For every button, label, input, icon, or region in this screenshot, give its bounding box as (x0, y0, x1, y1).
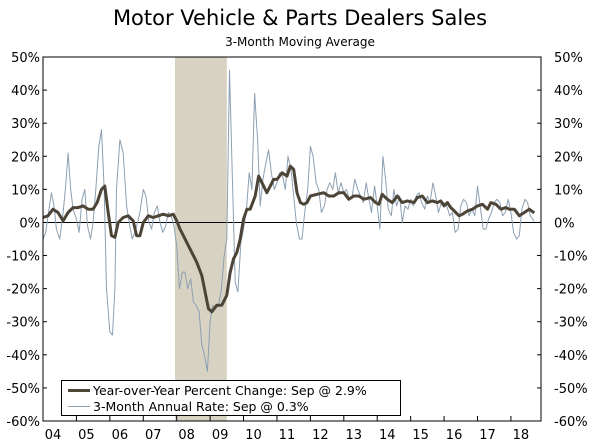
y-tick-label-right: 10% (554, 183, 583, 198)
y-tick-label-left: -60% (6, 415, 40, 430)
x-tick-label: 10 (245, 428, 262, 443)
x-tick-label: 08 (178, 428, 195, 443)
legend-item-3-month-annual-rate: 3-Month Annual Rate: Sep @ 0.3% (68, 398, 309, 414)
legend-label-3-month-annual-rate: 3-Month Annual Rate: Sep @ 0.3% (93, 398, 309, 414)
y-tick-label-right: -20% (554, 283, 588, 298)
y-tick-label-left: 20% (11, 150, 40, 165)
x-tick-label: 04 (45, 428, 62, 443)
y-tick-label-left: -10% (6, 250, 40, 265)
x-tick-label: 11 (279, 428, 296, 443)
tick-marks (42, 56, 541, 422)
y-tick-label-right: 20% (554, 150, 583, 165)
y-tick-label-left: 50% (11, 51, 40, 66)
x-tick-label: 05 (78, 428, 95, 443)
y-tick-label-left: -50% (6, 382, 40, 397)
x-tick-label: 09 (212, 428, 229, 443)
y-tick-label-right: 30% (554, 117, 583, 132)
legend-label-year-over-year: Year-over-Year Percent Change: Sep @ 2.9… (93, 382, 367, 398)
y-axis-left: 50% 40% 30% 20% 10% 0% -10% -20% -30% -40% -50% -60… (6, 51, 40, 430)
recession-shading (175, 57, 227, 421)
y-tick-label-right: -40% (554, 349, 588, 364)
y-tick-label-left: 0% (19, 216, 40, 231)
x-tick-label: 14 (379, 428, 396, 443)
y-tick-label-left: 40% (11, 84, 40, 99)
y-tick-label-right: -30% (554, 316, 588, 331)
y-tick-label-left: 30% (11, 117, 40, 132)
x-tick-label: 16 (446, 428, 463, 443)
x-tick-label: 17 (479, 428, 496, 443)
chart-title: Motor Vehicle & Parts Dealers Sales (112, 6, 488, 30)
x-tick-label: 15 (412, 428, 429, 443)
x-tick-label: 12 (312, 428, 329, 443)
legend: Year-over-Year Percent Change: Sep @ 2.9… (61, 380, 401, 416)
x-axis: 04 05 06 07 08 09 10 11 12 13 14 15 16 17 18 (45, 428, 529, 443)
y-tick-label-right: -10% (554, 250, 588, 265)
y-tick-label-left: -30% (6, 316, 40, 331)
y-tick-label-left: 10% (11, 183, 40, 198)
legend-swatch-year-over-year (68, 388, 90, 392)
legend-swatch-3-month-annual-rate (68, 405, 90, 407)
x-tick-label: 13 (346, 428, 363, 443)
x-tick-label: 07 (145, 428, 162, 443)
x-tick-label: 18 (513, 428, 530, 443)
series-line-year-over-year (42, 164, 536, 314)
y-tick-label-right: -60% (554, 415, 588, 430)
y-tick-label-right: 50% (554, 51, 583, 66)
chart-subtitle: 3-Month Moving Average (225, 35, 375, 49)
legend-item-year-over-year: Year-over-Year Percent Change: Sep @ 2.9… (68, 382, 367, 398)
series-line-3-month-annual-rate (42, 69, 535, 372)
y-tick-label-left: -20% (6, 283, 40, 298)
y-tick-label-right: 40% (554, 84, 583, 99)
plot-frame (42, 56, 542, 422)
y-tick-label-right: -50% (554, 382, 588, 397)
y-tick-label-left: -40% (6, 349, 40, 364)
y-axis-right: 50% 40% 30% 20% 10% 0% -10% -20% -30% -40% -50% -60… (554, 51, 588, 430)
y-tick-label-right: 0% (554, 216, 575, 231)
x-tick-label: 06 (112, 428, 129, 443)
